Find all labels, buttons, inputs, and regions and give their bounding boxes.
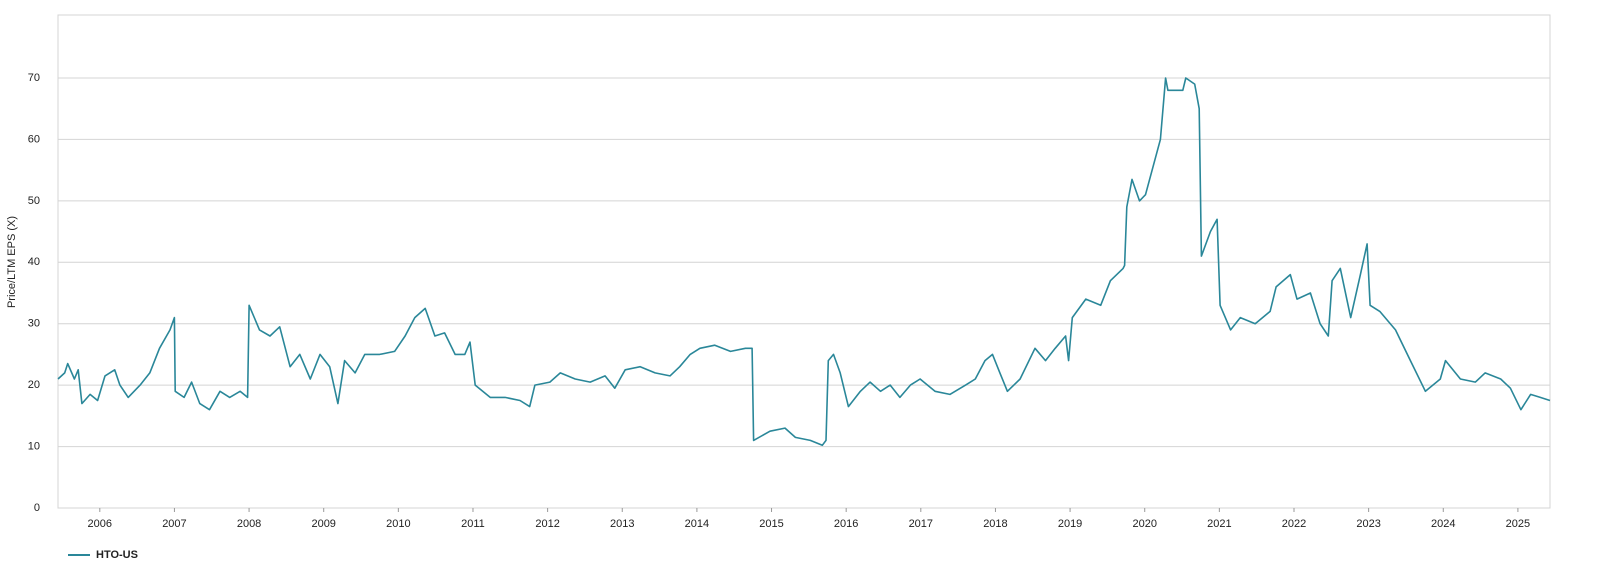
x-tick-label: 2022 [1282, 518, 1306, 530]
y-tick-label: 30 [28, 318, 40, 330]
x-tick-label: 2007 [162, 518, 186, 530]
y-tick-label: 20 [28, 379, 40, 391]
x-tick-label: 2024 [1431, 518, 1455, 530]
x-tick-label: 2021 [1207, 518, 1231, 530]
x-tick-label: 2020 [1132, 518, 1156, 530]
x-tick-label: 2014 [685, 518, 709, 530]
plot-frame [57, 14, 1551, 509]
x-tick-label: 2012 [535, 518, 559, 530]
series-line [57, 77, 1551, 447]
x-tick-label: 2013 [610, 518, 634, 530]
x-tick-label: 2015 [759, 518, 783, 530]
x-tick-label: 2023 [1356, 518, 1380, 530]
x-tick-label: 2010 [386, 518, 410, 530]
x-tick-label: 2019 [1058, 518, 1082, 530]
x-tick-label: 2011 [461, 518, 485, 530]
x-tick-label: 2017 [909, 518, 933, 530]
y-tick-label: 50 [28, 195, 40, 207]
legend-label: HTO-US [96, 549, 138, 561]
y-tick-label: 0 [34, 502, 40, 514]
x-tick-label: 2006 [88, 518, 112, 530]
x-tick-label: 2025 [1506, 518, 1530, 530]
y-tick-label: 70 [28, 72, 40, 84]
x-tick-label: 2016 [834, 518, 858, 530]
x-tick-label: 2009 [311, 518, 335, 530]
y-tick-label: 40 [28, 256, 40, 268]
y-tick-label: 60 [28, 133, 40, 145]
x-tick-label: 2008 [237, 518, 261, 530]
y-tick-label: 10 [28, 440, 40, 452]
x-tick-label: 2018 [983, 518, 1007, 530]
y-axis-label: Price/LTM EPS (X) [6, 216, 18, 308]
